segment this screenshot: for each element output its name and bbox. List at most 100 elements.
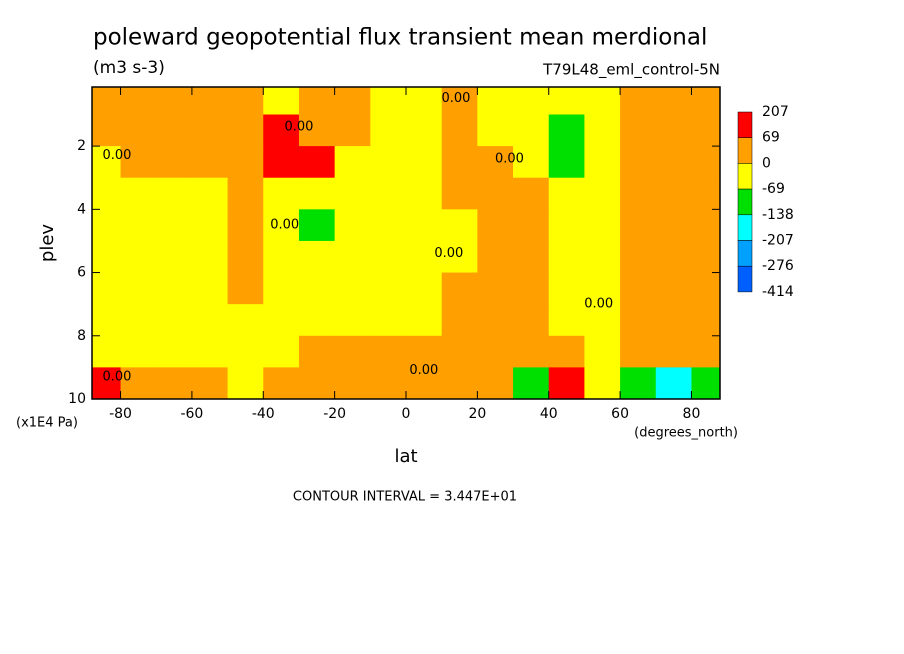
field-cell — [191, 335, 229, 368]
field-cell — [334, 367, 371, 399]
colorbar-box — [737, 188, 753, 216]
y-tick-label: 8 — [77, 328, 86, 344]
field-cell — [191, 240, 229, 274]
field-cell — [655, 146, 692, 179]
field-cell — [584, 272, 621, 305]
field-cell — [513, 87, 550, 116]
colorbar-label: -138 — [762, 207, 794, 223]
field-cell — [691, 335, 720, 368]
field-cell — [227, 367, 264, 399]
contour-label: 0.00 — [284, 120, 313, 135]
field-cell — [691, 367, 720, 399]
field-cell — [513, 177, 550, 210]
field-cell — [584, 335, 621, 368]
field-cell — [263, 146, 300, 179]
field-cell — [227, 304, 264, 337]
field-cell — [406, 146, 443, 179]
field-cell — [191, 87, 229, 116]
field-cell — [441, 335, 478, 368]
field-cell — [691, 240, 720, 274]
field-cell — [334, 240, 371, 274]
colorbar-label: -69 — [762, 181, 785, 197]
field-cell — [227, 114, 264, 147]
field-cell — [548, 146, 585, 179]
colorbar-label: 69 — [762, 130, 780, 146]
field-cell — [548, 240, 585, 274]
colorbar-label: 0 — [762, 155, 771, 171]
field-cell — [370, 146, 407, 179]
field-cell — [263, 114, 300, 147]
field-cell — [370, 114, 407, 147]
field-cell — [548, 87, 585, 116]
field-cell — [513, 114, 550, 147]
field-cell — [334, 146, 371, 179]
field-cell — [120, 367, 157, 399]
field-cell — [441, 304, 478, 337]
x-tick-label: 80 — [683, 406, 701, 422]
field-cell — [406, 209, 443, 242]
field-cell — [156, 272, 193, 305]
field-cell — [334, 209, 371, 242]
contour-label: 0.00 — [103, 369, 132, 384]
field-cell — [298, 146, 336, 179]
field-cell — [370, 367, 407, 399]
field-cell — [92, 114, 122, 147]
field-cell — [298, 209, 336, 242]
field-cell — [406, 177, 443, 210]
field-cell — [620, 367, 657, 399]
field-cell — [227, 272, 264, 305]
field-cell — [441, 240, 478, 274]
field-cell — [655, 272, 692, 305]
field-cell — [513, 367, 550, 399]
x-tick-label: 60 — [611, 406, 629, 422]
contour-label: 0.00 — [103, 148, 132, 163]
field-cell — [120, 240, 157, 274]
field-cell — [156, 209, 193, 242]
field-cell — [298, 177, 336, 210]
field-cell — [263, 177, 300, 210]
field-cell — [263, 240, 300, 274]
field-cell — [120, 87, 157, 116]
x-tick-label: -80 — [109, 406, 132, 422]
field-cell — [370, 209, 407, 242]
colorbar-box — [737, 214, 753, 241]
colorbar-box — [737, 137, 753, 164]
field-cell — [584, 177, 621, 210]
field-cell — [513, 335, 550, 368]
field-cell — [191, 114, 229, 147]
field-cell — [584, 209, 621, 242]
field-cell — [92, 335, 122, 368]
field-cell — [513, 272, 550, 305]
field-cell — [191, 304, 229, 337]
field-cell — [263, 272, 300, 305]
field-cell — [263, 367, 300, 399]
colorbar-box — [737, 240, 753, 267]
field-cell — [92, 146, 122, 179]
contour-label: 0.00 — [584, 297, 613, 312]
contour-label: 0.00 — [434, 246, 463, 261]
x-tick-label: 20 — [468, 406, 486, 422]
field-cell — [655, 177, 692, 210]
field-cell — [441, 367, 478, 399]
field-cell — [620, 304, 657, 337]
field-cell — [406, 367, 443, 399]
field-cell — [156, 240, 193, 274]
field-cell — [655, 335, 692, 368]
field-cell — [298, 87, 336, 116]
field-cell — [584, 146, 621, 179]
field-cell — [477, 146, 514, 179]
field-cell — [191, 177, 229, 210]
field-cell — [92, 240, 122, 274]
colorbar-label: -414 — [762, 284, 794, 300]
field-cell — [191, 272, 229, 305]
field-cell — [406, 335, 443, 368]
field-cell — [477, 177, 514, 210]
field-cell — [477, 272, 514, 305]
field-cell — [691, 146, 720, 179]
y-axis-label: plev — [37, 224, 58, 263]
field-cell — [655, 304, 692, 337]
field-cell — [334, 304, 371, 337]
field-cell — [477, 240, 514, 274]
field-cell — [298, 304, 336, 337]
